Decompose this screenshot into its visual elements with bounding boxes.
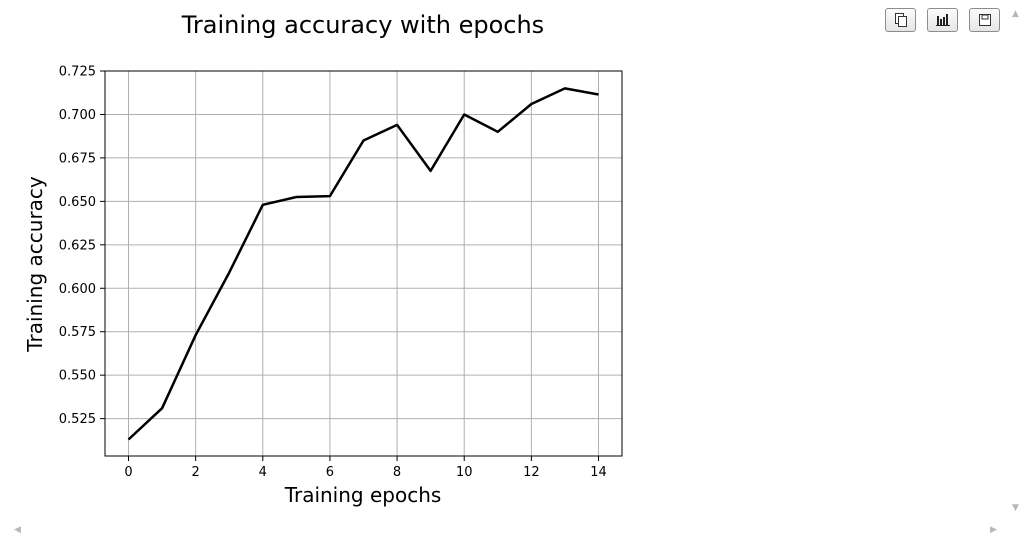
y-tick-label: 0.525 xyxy=(59,412,96,427)
x-tick-label: 8 xyxy=(393,465,401,480)
y-tick-label: 0.675 xyxy=(59,151,96,166)
copy-button[interactable] xyxy=(885,8,916,32)
scroll-right-arrow[interactable]: ▶ xyxy=(990,525,997,535)
y-tick-label: 0.650 xyxy=(59,195,96,210)
save-icon xyxy=(978,13,992,27)
x-tick-label: 6 xyxy=(326,465,334,480)
x-tick-label: 4 xyxy=(259,465,267,480)
bar-chart-icon xyxy=(935,13,950,27)
y-tick-label: 0.575 xyxy=(59,325,96,340)
save-button[interactable] xyxy=(969,8,1000,32)
x-tick-label: 2 xyxy=(192,465,200,480)
axes-frame xyxy=(104,70,623,457)
x-axis-label: Training epochs xyxy=(284,483,442,507)
scroll-up-arrow[interactable]: ▲ xyxy=(1012,9,1019,19)
series-line xyxy=(127,87,599,441)
x-tick-label: 12 xyxy=(523,465,540,480)
y-tick-label: 0.725 xyxy=(59,65,96,80)
x-tick-label: 0 xyxy=(124,465,132,480)
series-layer xyxy=(127,87,599,441)
chart-button[interactable] xyxy=(927,8,958,32)
grid-lines xyxy=(105,70,622,456)
y-tick-label: 0.600 xyxy=(59,282,96,297)
x-tick-label: 10 xyxy=(456,465,473,480)
y-tick-label: 0.625 xyxy=(59,238,96,253)
chart-title: Training accuracy with epochs xyxy=(181,11,544,39)
scroll-down-arrow[interactable]: ▼ xyxy=(1012,503,1019,513)
copy-icon xyxy=(894,12,908,28)
y-tick-label: 0.550 xyxy=(59,369,96,384)
y-tick-label: 0.700 xyxy=(59,108,96,123)
x-tick-label: 14 xyxy=(590,465,607,480)
tick-marks: 0 2 4 6 8 10 12 14 0.525 0.550 0.575 0.600 0.625 0.65… xyxy=(59,65,607,481)
scroll-left-arrow[interactable]: ◀ xyxy=(14,525,21,535)
y-axis-label: Training accuracy xyxy=(23,176,47,353)
